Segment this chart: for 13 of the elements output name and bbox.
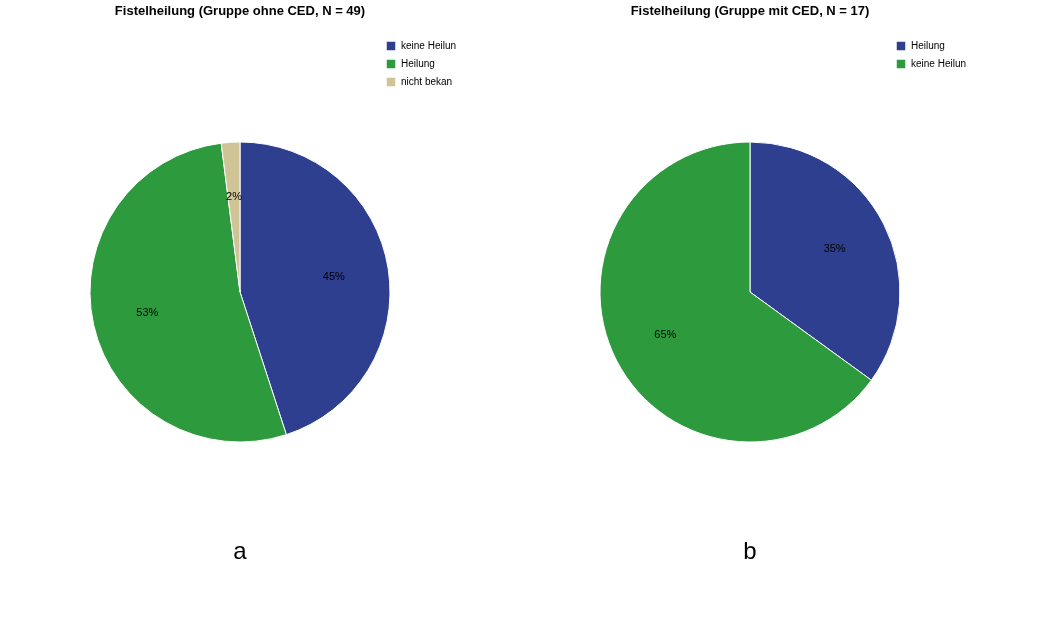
data-label: 45% bbox=[322, 270, 346, 283]
legend-label: keine Heilun bbox=[911, 58, 967, 69]
legend-label: keine Heilun bbox=[401, 40, 457, 51]
legend-label: nicht bekan bbox=[401, 76, 453, 87]
legend-label: Heilung bbox=[401, 58, 435, 69]
text: a bbox=[233, 537, 248, 564]
text: b bbox=[743, 537, 757, 564]
chart-title: Fistelheilung (Gruppe ohne CED, N = 49) bbox=[114, 3, 366, 18]
chart-title: Fistelheilung (Gruppe mit CED, N = 17) bbox=[630, 3, 870, 18]
data-label: 65% bbox=[654, 328, 677, 341]
legend-label: Heilung bbox=[911, 40, 945, 51]
data-label: 53% bbox=[136, 305, 159, 318]
data-label: 35% bbox=[823, 241, 846, 254]
